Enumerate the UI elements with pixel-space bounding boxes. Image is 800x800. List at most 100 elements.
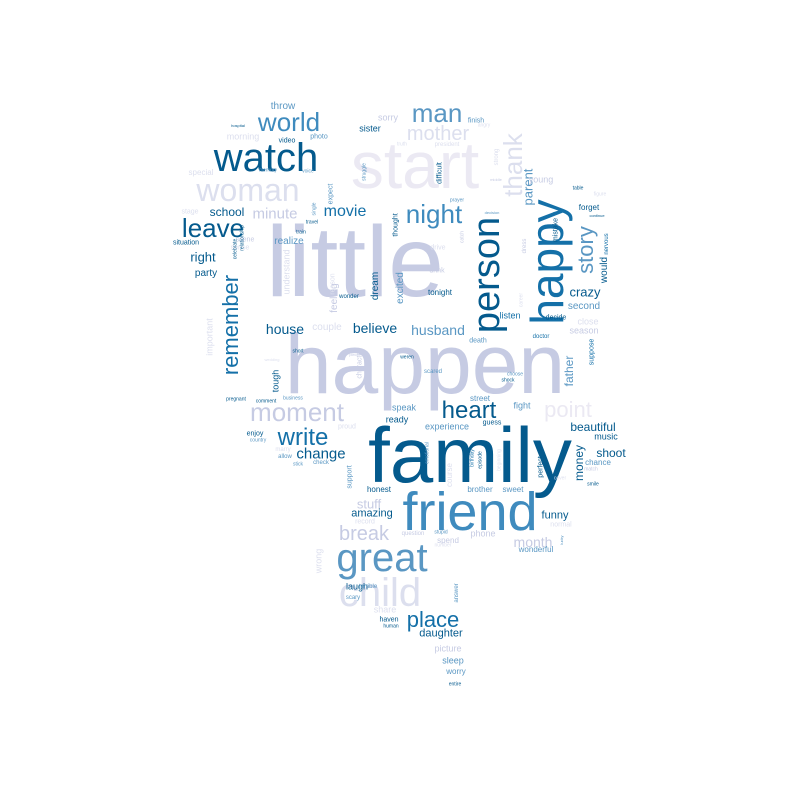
word: sorry (378, 112, 398, 123)
word: change (296, 445, 346, 463)
word: couple (312, 322, 342, 333)
word: business (283, 395, 303, 402)
word: drink (429, 267, 445, 275)
word: sister (359, 123, 381, 134)
word: memory (258, 167, 278, 174)
word: music (594, 431, 618, 442)
word: season (569, 325, 599, 336)
word: party (194, 268, 218, 279)
word: school (209, 205, 245, 219)
word: mistake (552, 217, 560, 243)
word: story (573, 226, 598, 274)
word: place (406, 607, 460, 632)
word: video (278, 137, 296, 145)
word: scene (235, 236, 255, 244)
word: experience (424, 421, 470, 432)
word: friend (402, 482, 538, 542)
word: thought (392, 213, 400, 237)
word: normal (550, 521, 572, 529)
word: birthday (469, 449, 476, 467)
word: remember (218, 274, 243, 376)
word: hospital (231, 123, 245, 128)
word: wonderful (518, 545, 554, 554)
word: world (257, 107, 321, 137)
word: happy (521, 199, 573, 325)
word: phone (470, 528, 496, 539)
word: situation (172, 239, 200, 247)
word: lucky (559, 535, 564, 545)
word: perfect (537, 456, 545, 478)
word: prayer (449, 197, 465, 204)
word: morning (226, 131, 260, 142)
word: angry (477, 122, 491, 129)
word: heart (441, 397, 497, 424)
word: shock (501, 377, 515, 384)
word: number (434, 542, 452, 549)
word: break (338, 523, 390, 545)
word: leave (181, 213, 245, 243)
word: picture (434, 643, 462, 654)
word: shoot (596, 446, 626, 460)
word: expect (327, 183, 335, 205)
word: chance (585, 458, 611, 467)
word: great (336, 536, 428, 580)
word: answer (454, 583, 460, 603)
word: enjoy (246, 430, 264, 438)
word: piece (349, 352, 359, 357)
word: night (405, 199, 463, 229)
word: allow (278, 454, 292, 460)
word: scared (423, 369, 443, 375)
word: wedding (264, 357, 280, 362)
word: doctor (532, 334, 550, 340)
word: stuff (356, 496, 382, 512)
word: speak (391, 402, 417, 413)
word: proud (338, 423, 356, 431)
word: understand (281, 249, 292, 295)
word: suppose (588, 338, 596, 366)
word: throw (270, 101, 296, 112)
word: amazing (351, 507, 393, 520)
word: photo (310, 133, 328, 141)
word: short (292, 348, 304, 355)
word: house (265, 321, 305, 337)
word: sweet (502, 485, 524, 494)
word: little (266, 206, 444, 318)
word: stick (293, 461, 303, 468)
word: stage (181, 208, 199, 216)
word: reason (329, 273, 337, 295)
word: ready (385, 414, 409, 425)
word: country (249, 437, 267, 444)
word: cover (553, 475, 567, 482)
word: beautiful (570, 420, 616, 434)
word: train (296, 229, 306, 236)
word: comment (255, 398, 277, 405)
word: laugh (345, 581, 369, 592)
word: woman (196, 172, 300, 208)
word: truth (396, 141, 408, 148)
word: mother (406, 123, 470, 145)
word: watch (213, 136, 319, 180)
word: right (190, 249, 216, 265)
word: weren (400, 354, 414, 361)
word: would (599, 256, 610, 284)
word: father (562, 355, 576, 387)
word: catch (459, 231, 466, 243)
word: worry (446, 667, 466, 676)
word: difficult (436, 162, 444, 184)
word: sense (230, 244, 250, 252)
word: scary (345, 595, 361, 601)
word: smile (587, 481, 599, 488)
word: movie (323, 203, 367, 220)
word: moment (250, 397, 344, 427)
word: money (572, 444, 586, 482)
word: course (445, 462, 454, 488)
word: relationship (239, 225, 246, 251)
word: daughter (419, 627, 463, 640)
word: beginning (496, 449, 503, 471)
word: president (434, 142, 460, 148)
word: second (567, 301, 601, 312)
word: husband (411, 322, 465, 338)
word: important (204, 318, 215, 356)
word: forget (578, 203, 600, 212)
